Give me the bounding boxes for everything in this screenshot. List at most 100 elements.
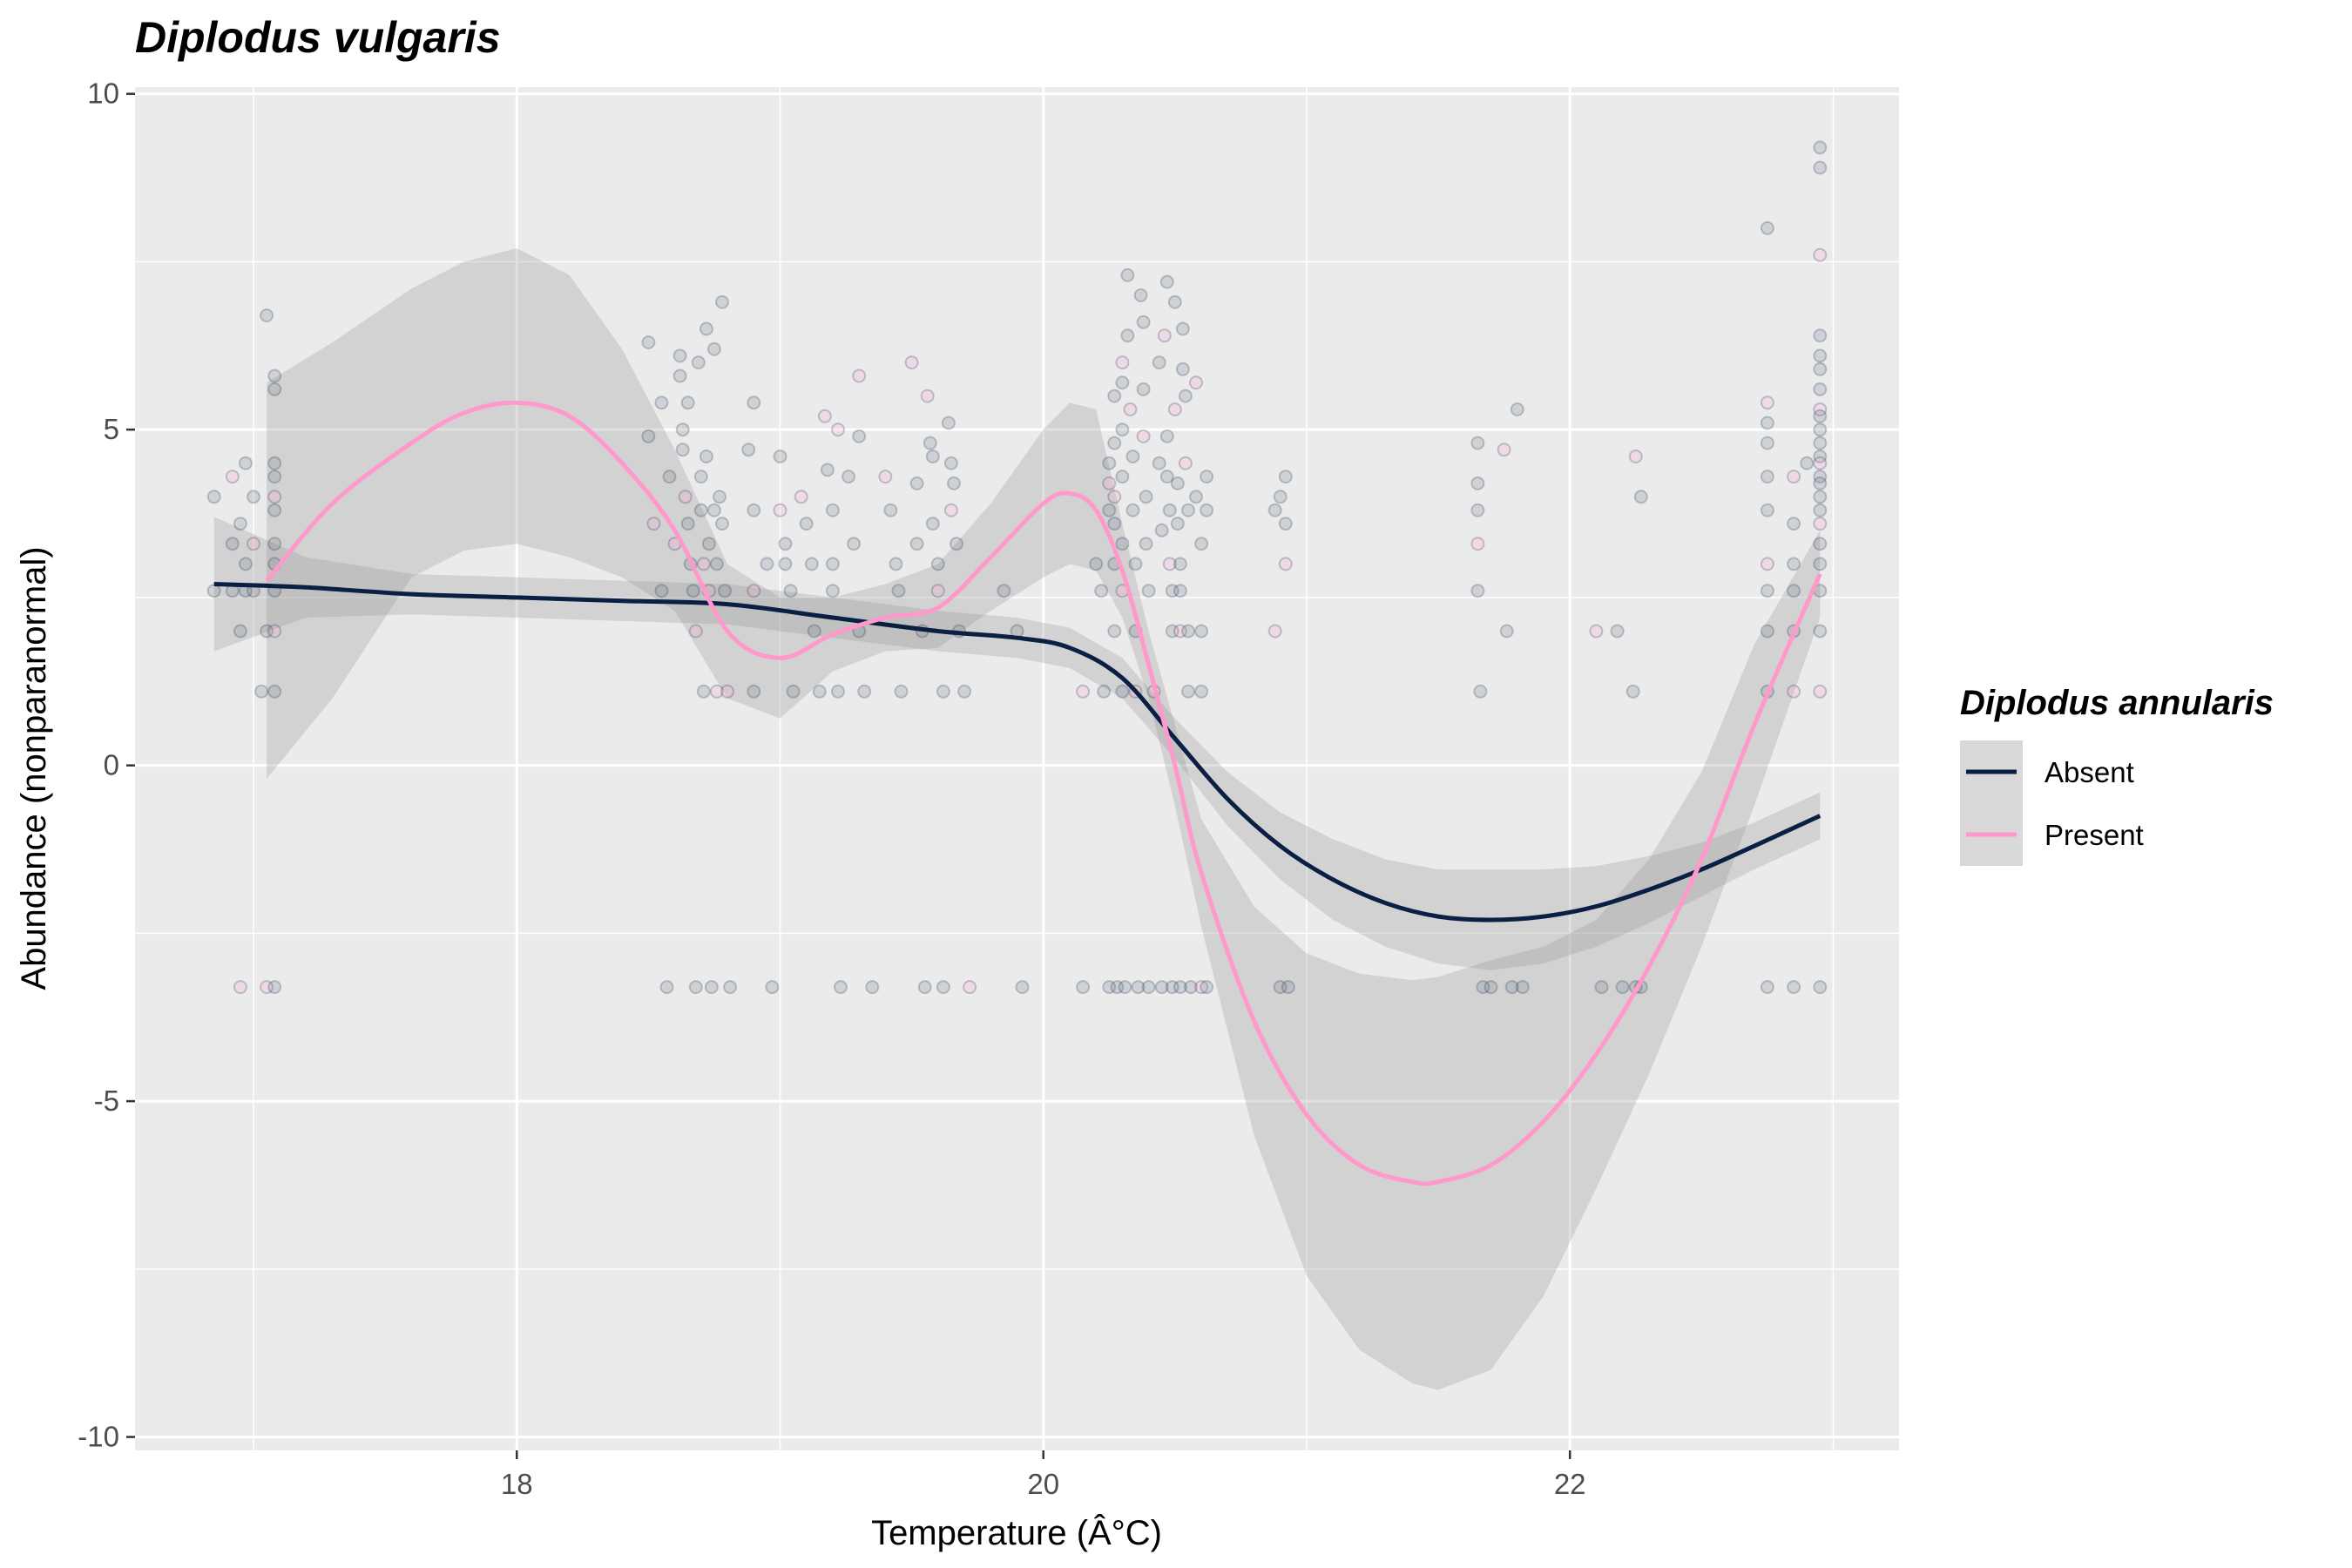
- data-point: [925, 517, 940, 531]
- data-point: [786, 684, 801, 699]
- data-point: [723, 980, 738, 995]
- data-point: [936, 684, 950, 699]
- data-point: [1628, 449, 1643, 463]
- data-point: [1107, 389, 1122, 403]
- data-point: [1813, 247, 1828, 262]
- legend-title: Diplodus annularis: [1960, 684, 2274, 722]
- data-point: [950, 537, 963, 551]
- data-point: [1175, 321, 1190, 336]
- data-point: [1760, 220, 1774, 235]
- y-tick-label: 10: [87, 78, 119, 110]
- data-point: [233, 624, 247, 639]
- data-point: [1189, 490, 1203, 504]
- data-point: [1173, 584, 1187, 598]
- data-point: [1194, 537, 1209, 551]
- x-tick-label: 22: [1554, 1468, 1586, 1500]
- data-point: [1813, 490, 1828, 504]
- x-axis: 18 20 22: [501, 1450, 1586, 1500]
- data-point: [1800, 456, 1815, 470]
- data-point: [1470, 476, 1485, 490]
- data-point: [267, 456, 282, 470]
- data-point: [1189, 375, 1203, 390]
- data-point: [672, 348, 687, 363]
- data-point: [680, 517, 695, 531]
- data-point: [709, 557, 724, 571]
- data-point: [696, 684, 711, 699]
- data-point: [773, 503, 787, 517]
- data-point: [1787, 584, 1801, 598]
- data-point: [1102, 476, 1117, 490]
- data-point: [233, 517, 247, 531]
- data-point: [825, 584, 840, 598]
- data-point: [1139, 490, 1153, 504]
- data-point: [1181, 684, 1195, 699]
- data-point: [1470, 436, 1485, 450]
- data-point: [267, 537, 282, 551]
- data-point: [943, 456, 958, 470]
- data-point: [1515, 980, 1530, 995]
- data-point: [1162, 503, 1177, 517]
- data-point: [904, 355, 919, 370]
- data-point: [1813, 328, 1828, 343]
- data-point: [1107, 436, 1122, 450]
- confidence-band-present: [267, 248, 1821, 1390]
- data-point: [267, 368, 282, 383]
- data-point: [847, 537, 862, 551]
- data-point: [891, 584, 906, 598]
- data-point: [1760, 436, 1774, 450]
- data-point: [1787, 684, 1801, 699]
- data-point: [957, 684, 972, 699]
- data-point: [1173, 557, 1187, 571]
- data-point: [267, 470, 282, 484]
- data-point: [688, 624, 703, 639]
- data-point: [699, 449, 713, 463]
- data-point: [709, 684, 724, 699]
- data-point: [852, 368, 867, 383]
- data-point: [1470, 584, 1485, 598]
- data-point: [1813, 537, 1828, 551]
- data-point: [1123, 402, 1138, 416]
- data-point: [1273, 980, 1288, 995]
- data-point: [1178, 389, 1193, 403]
- data-point: [1194, 624, 1209, 639]
- data-point: [1813, 348, 1828, 363]
- data-point: [1470, 503, 1485, 517]
- data-point: [1102, 980, 1117, 995]
- data-point: [1589, 624, 1604, 639]
- data-point: [1131, 980, 1146, 995]
- data-point: [1170, 517, 1185, 531]
- data-point: [1813, 409, 1828, 423]
- data-point: [1152, 456, 1166, 470]
- data-point: [1165, 980, 1179, 995]
- data-point: [747, 503, 761, 517]
- data-point: [1813, 402, 1828, 416]
- data-point: [1136, 314, 1151, 329]
- data-point: [715, 294, 729, 309]
- data-point: [1115, 684, 1130, 699]
- data-point: [760, 557, 774, 571]
- data-point: [1760, 557, 1774, 571]
- data-point: [834, 980, 848, 995]
- data-point: [909, 537, 924, 551]
- grid-major: [135, 87, 1899, 1450]
- data-point: [1813, 362, 1828, 376]
- data-point: [706, 341, 721, 356]
- data-point: [825, 503, 840, 517]
- data-point: [1076, 684, 1091, 699]
- data-point: [654, 584, 669, 598]
- data-point: [260, 980, 274, 995]
- data-point: [778, 537, 793, 551]
- data-point: [1813, 517, 1828, 531]
- legend-label-present: Present: [2044, 819, 2144, 851]
- data-point: [1760, 624, 1774, 639]
- data-point: [1165, 584, 1179, 598]
- data-point: [720, 684, 734, 699]
- data-point: [225, 470, 240, 484]
- data-point: [1015, 980, 1030, 995]
- data-point: [1167, 294, 1182, 309]
- data-point: [878, 470, 893, 484]
- data-point: [686, 584, 700, 598]
- data-point: [1625, 684, 1640, 699]
- data-point: [654, 395, 669, 410]
- data-point: [260, 624, 274, 639]
